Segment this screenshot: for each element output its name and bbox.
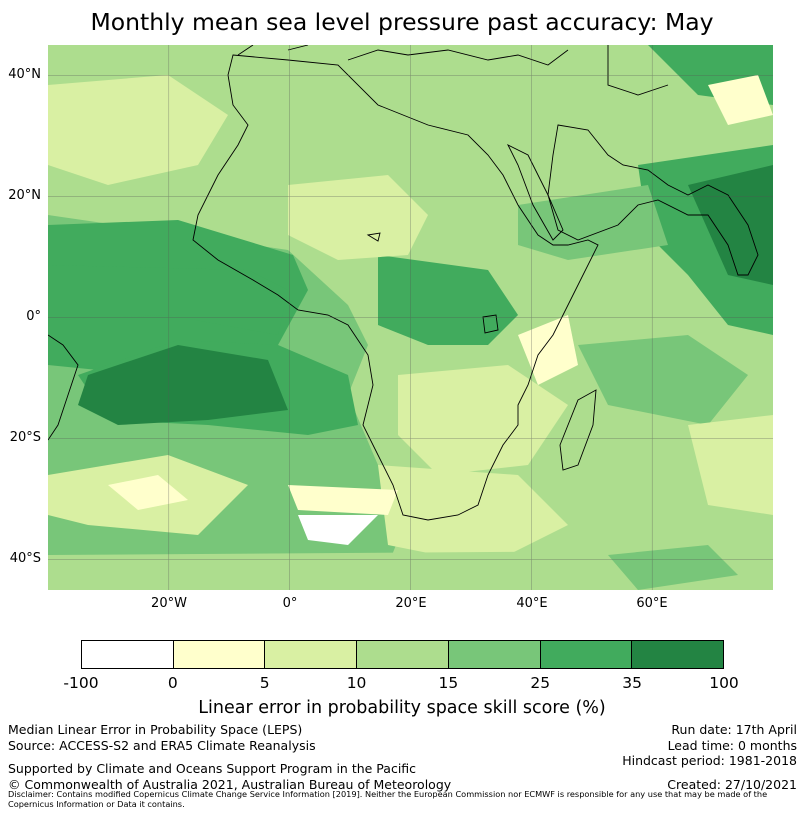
skill-region: [78, 345, 288, 425]
colorbar-swatch: [448, 641, 541, 668]
skill-region: [708, 75, 773, 125]
run-date: Run date: 17th April: [671, 722, 797, 737]
colorbar-tick-label: 10: [346, 674, 367, 692]
colorbar-tick-label: 15: [438, 674, 459, 692]
skill-region: [578, 335, 748, 425]
map-title: Monthly mean sea level pressure past acc…: [90, 8, 714, 36]
arabia-india-coastline: [547, 124, 759, 276]
colorbar-swatch: [265, 641, 358, 668]
colorbar-tick-label: 5: [259, 674, 270, 692]
colorbar-tick-label: 25: [530, 674, 551, 692]
hindcast-period: Hindcast period: 1981-2018: [622, 753, 797, 768]
method-text: Median Linear Error in Probability Space…: [8, 722, 303, 737]
gridlines: [48, 45, 773, 590]
footer-right: Run date: 17th April Lead time: 0 months…: [622, 722, 797, 769]
skill-region: [48, 75, 228, 185]
skill-region: [688, 165, 773, 285]
lon-tick-20e: 20°E: [395, 596, 427, 611]
colorbar-swatch: [632, 641, 724, 668]
south-america-coastline: [48, 334, 79, 441]
lake-chad: [366, 232, 381, 242]
skill-region: [378, 465, 568, 565]
colorbar-tick-label: 0: [167, 674, 178, 692]
colorbar-tick-label: 35: [622, 674, 643, 692]
skill-region: [108, 475, 188, 510]
skill-region: [378, 255, 518, 345]
lat-tick-20s: 20°S: [9, 430, 41, 445]
colorbar-swatch: [173, 641, 266, 668]
footer-left: Median Linear Error in Probability Space…: [8, 722, 316, 753]
colorbar-tick-label: -100: [63, 674, 99, 692]
colorbar-swatch: [357, 641, 449, 668]
lon-tick-0: 0°: [282, 596, 298, 611]
skill-region: [298, 515, 378, 545]
lon-tick-40e: 40°E: [516, 596, 548, 611]
source-text: Source: ACCESS-S2 and ERA5 Climate Reana…: [8, 737, 316, 753]
lat-tick-40s: 40°S: [9, 551, 41, 566]
skill-region: [288, 485, 398, 515]
created-date: Created: 27/10/2021: [667, 777, 797, 792]
colorbar-tick-label: 100: [709, 674, 739, 692]
madagascar-coastline: [559, 389, 597, 471]
lead-time: Lead time: 0 months: [667, 737, 797, 753]
lat-tick-40n: 40°N: [8, 67, 41, 82]
lon-tick-60e: 60°E: [636, 596, 668, 611]
lat-tick-0: 0°: [26, 309, 41, 324]
colorbar-title: Linear error in probability space skill …: [198, 698, 606, 718]
skill-region: [688, 415, 773, 515]
skill-map: [48, 45, 773, 590]
coastlines: [48, 45, 759, 521]
europe-coastline: [237, 45, 669, 96]
lake-victoria: [482, 314, 499, 334]
skill-region: [608, 545, 738, 590]
skill-region: [518, 185, 668, 260]
map-canvas: [48, 45, 773, 590]
colorbar-swatch: [540, 641, 633, 668]
skill-region: [518, 315, 578, 385]
support-text: Supported by Climate and Oceans Support …: [8, 761, 417, 776]
africa-coastline: [192, 54, 599, 521]
lat-tick-20n: 20°N: [8, 188, 41, 203]
skill-region: [398, 365, 568, 475]
colorbar: [81, 640, 724, 669]
copyright-text: © Commonwealth of Australia 2021, Austra…: [8, 777, 452, 792]
disclaimer-text: Disclaimer: Contains modified Copernicus…: [8, 789, 768, 809]
lon-tick-20w: 20°W: [151, 596, 187, 611]
colorbar-swatch: [82, 641, 174, 668]
